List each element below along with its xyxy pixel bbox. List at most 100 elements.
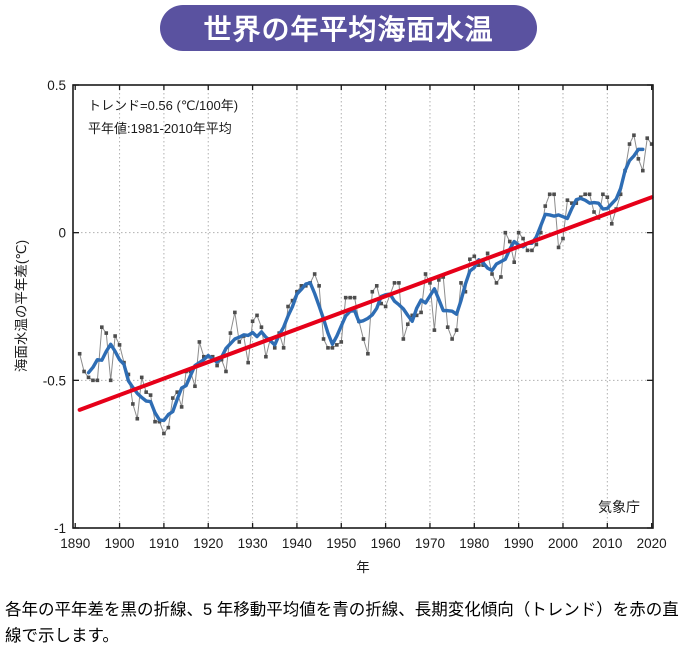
annual-marker: [343, 295, 348, 300]
annual-marker: [423, 272, 428, 276]
y-tick-label: 0.5: [47, 78, 66, 93]
annual-marker: [108, 378, 113, 383]
y-tick-label: 0: [58, 226, 66, 241]
annual-marker: [82, 369, 86, 374]
annual-marker: [472, 254, 477, 259]
baseline-annotation: 平年値:1981-2010年平均: [88, 121, 232, 136]
annual-marker: [414, 313, 419, 318]
annual-marker: [197, 340, 202, 344]
annual-marker: [609, 222, 614, 226]
annual-marker: [516, 230, 521, 235]
annual-marker: [264, 354, 268, 359]
source-label: 気象庁: [598, 499, 640, 515]
annual-marker: [543, 204, 548, 208]
annual-marker: [463, 289, 468, 294]
annual-marker: [210, 354, 215, 359]
annual-marker: [117, 343, 122, 347]
annual-marker: [627, 142, 632, 146]
x-tick-label: 1890: [60, 536, 90, 551]
annual-marker: [561, 236, 565, 241]
y-tick-label: -1: [54, 521, 66, 536]
annual-marker: [144, 390, 148, 394]
annual-marker: [86, 375, 91, 380]
annual-marker: [326, 346, 330, 350]
annual-marker: [352, 295, 357, 300]
annual-marker: [450, 337, 454, 341]
annual-marker: [131, 402, 135, 406]
annual-marker: [539, 230, 543, 235]
annual-marker: [361, 337, 366, 341]
annual-marker: [370, 289, 375, 294]
annual-marker: [601, 192, 605, 197]
annual-marker: [570, 201, 574, 205]
annual-marker: [405, 322, 410, 327]
annual-marker: [366, 351, 370, 356]
annual-marker: [649, 142, 654, 146]
annual-marker: [166, 425, 171, 430]
annual-marker: [246, 360, 250, 365]
annual-marker: [299, 284, 304, 288]
annual-marker: [95, 378, 100, 383]
annual-marker: [587, 192, 592, 197]
annual-marker: [224, 369, 228, 374]
x-tick-label: 1930: [238, 536, 268, 551]
annual-marker: [330, 346, 335, 350]
annual-marker: [321, 337, 326, 341]
chart-title-banner: 世界の年平均海面水温: [160, 5, 537, 51]
annual-marker: [113, 334, 117, 338]
annual-marker: [157, 419, 162, 424]
annual-marker: [153, 419, 157, 424]
x-tick-label: 1950: [326, 536, 356, 551]
x-tick-label: 1900: [105, 536, 135, 551]
annual-marker: [286, 304, 290, 309]
chart-title: 世界の年平均海面水温: [203, 14, 494, 45]
x-tick-label: 1990: [504, 536, 534, 551]
annual-marker: [255, 313, 259, 318]
x-tick-label: 1970: [415, 536, 445, 551]
annual-marker: [374, 284, 379, 288]
plot-frame: [72, 84, 654, 529]
annual-marker: [228, 331, 233, 335]
annual-marker: [534, 242, 539, 247]
annual-marker: [645, 136, 650, 140]
annual-marker: [215, 363, 219, 368]
annual-marker: [618, 192, 623, 197]
annual-marker: [459, 281, 463, 285]
annual-marker: [437, 278, 441, 282]
x-tick-label: 1940: [282, 536, 312, 551]
annual-marker: [202, 354, 206, 359]
annual-marker: [525, 248, 530, 253]
annual-marker: [605, 195, 610, 200]
annual-marker: [100, 325, 104, 329]
annual-marker: [135, 416, 140, 421]
annual-marker: [272, 346, 277, 350]
annual-marker: [170, 396, 175, 400]
annual-marker: [139, 375, 144, 380]
annual-marker: [397, 281, 401, 285]
annual-marker: [521, 236, 525, 241]
annual-marker: [583, 192, 587, 197]
annual-marker: [162, 431, 166, 436]
y-axis-title: 海面水温の平年差(℃): [14, 239, 29, 373]
trend-line: [77, 195, 654, 412]
annual-marker: [335, 343, 339, 347]
x-axis-title: 年: [356, 560, 370, 575]
annual-marker: [290, 298, 295, 303]
annual-marker: [485, 251, 490, 256]
annual-marker: [317, 284, 321, 288]
annual-marker: [250, 319, 255, 324]
annual-marker: [77, 351, 82, 356]
x-tick-label: 1960: [371, 536, 401, 551]
moving-average-line: [86, 147, 645, 423]
annual-marker: [507, 239, 512, 244]
annual-marker: [530, 248, 534, 253]
annual-marker: [379, 301, 383, 306]
annual-marker: [503, 230, 508, 235]
annual-marker: [91, 378, 95, 383]
annual-marker: [636, 157, 641, 161]
x-tick-label: 2010: [592, 536, 622, 551]
annual-marker: [494, 281, 499, 285]
annual-marker: [490, 272, 494, 276]
